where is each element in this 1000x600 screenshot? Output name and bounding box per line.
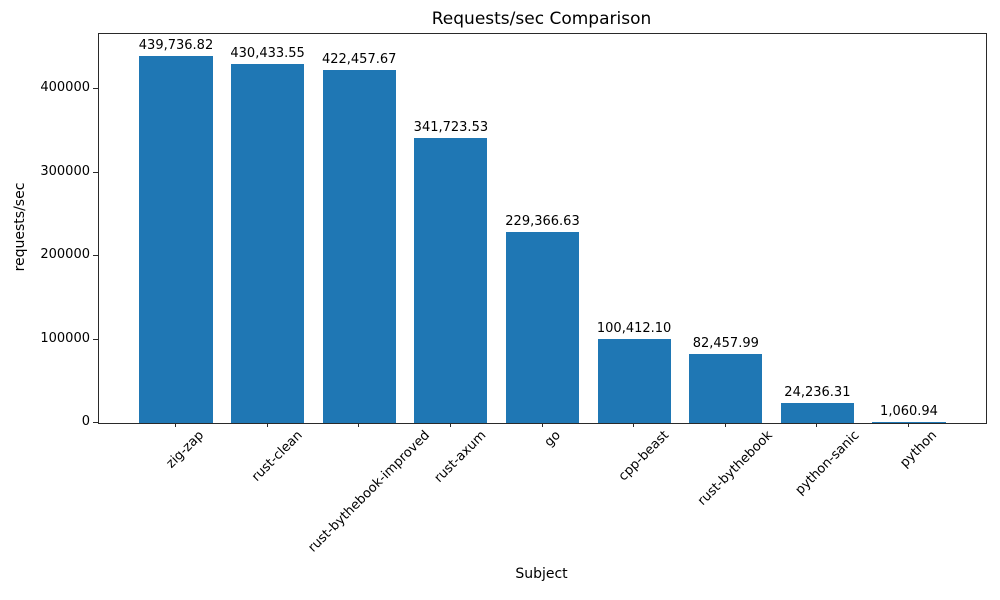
bar-rust-axum (414, 137, 488, 423)
x-tick-label: python-sanic (792, 428, 863, 498)
bar-python (872, 422, 946, 423)
x-axis-label: Subject (515, 566, 568, 582)
x-tick-label: rust-bythebook (695, 428, 776, 509)
x-tick-label: rust-clean (249, 428, 306, 485)
x-tick-mark (633, 423, 635, 427)
y-tick-label: 400000 (40, 80, 90, 95)
y-tick-mark (93, 338, 98, 340)
y-tick-mark (93, 171, 98, 173)
bar-zig-zap (139, 55, 213, 423)
bar-value-label: 82,457.99 (692, 336, 759, 352)
x-tick-mark (816, 423, 818, 427)
x-tick-mark (175, 423, 176, 427)
bar-go (505, 231, 580, 423)
bar-cpp-beast (597, 339, 671, 423)
y-tick-mark (93, 255, 98, 256)
bar-value-label: 100,412.10 (596, 321, 672, 337)
plot-area: 439,736.82 430,433.55 422,457.67 341,723.53… (98, 33, 987, 424)
y-tick-mark (93, 88, 98, 89)
x-tick-label: rust-bythebook-improved (305, 428, 433, 556)
bar-value-label: 439,736.82 (138, 37, 214, 53)
bar-value-label: 341,723.53 (413, 119, 489, 135)
x-tick-mark (449, 423, 451, 427)
bar-python-sanic (780, 402, 854, 423)
bar-value-label: 229,366.63 (505, 213, 580, 229)
bar-value-label: 1,060.94 (880, 404, 938, 419)
bar-rust-bythebook (689, 354, 763, 423)
x-tick-label: rust-axum (432, 428, 490, 486)
x-tick-label: cpp-beast (615, 428, 672, 485)
bar-value-label: 24,236.31 (784, 384, 851, 400)
bar-rust-bythebook-improved (322, 70, 396, 423)
x-tick-mark (541, 423, 543, 427)
y-tick-label: 300000 (40, 163, 90, 179)
x-tick-label: python (897, 428, 941, 471)
x-tick-mark (724, 423, 726, 427)
bar-rust-clean (231, 63, 305, 423)
chart-title: Requests/sec Comparison (431, 9, 652, 29)
y-tick-label: 100000 (40, 330, 90, 346)
x-tick-mark (908, 423, 909, 427)
x-tick-label: go (541, 428, 564, 451)
x-tick-mark (266, 423, 268, 427)
x-tick-mark (358, 423, 360, 427)
y-tick-mark (93, 422, 98, 423)
y-tick-label: 0 (81, 414, 90, 429)
bar-value-label: 430,433.55 (230, 45, 305, 61)
bar-value-label: 422,457.67 (321, 52, 397, 68)
y-tick-label: 200000 (40, 247, 90, 262)
x-tick-label: zig-zap (164, 428, 208, 472)
